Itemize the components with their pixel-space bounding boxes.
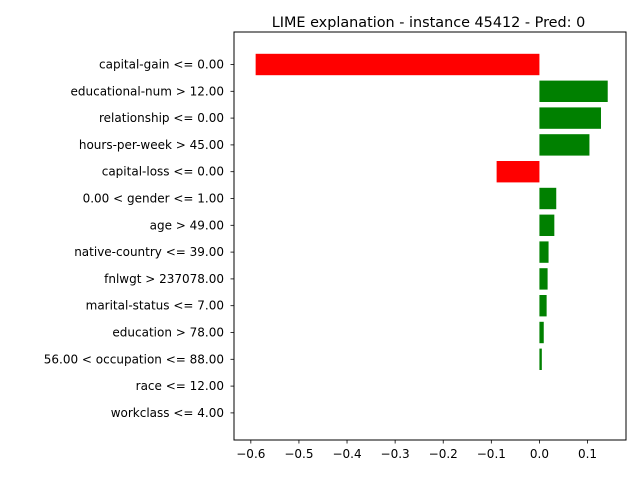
bar xyxy=(539,80,608,102)
x-tick-label: −0.1 xyxy=(477,447,506,461)
y-tick-label: marital-status <= 7.00 xyxy=(86,299,224,313)
bar xyxy=(539,107,601,129)
y-tick-label: 56.00 < occupation <= 88.00 xyxy=(44,352,224,366)
y-tick-label: educational-num > 12.00 xyxy=(71,84,225,98)
bar xyxy=(539,268,548,290)
bar xyxy=(539,187,557,210)
y-tick-label: race <= 12.00 xyxy=(136,379,224,393)
y-tick-labels: capital-gain <= 0.00 educational-num > 12… xyxy=(44,58,234,420)
bar xyxy=(539,241,549,263)
bar-layer xyxy=(255,53,608,370)
x-tick-label: −0.6 xyxy=(236,447,265,461)
y-tick-label: hours-per-week > 45.00 xyxy=(79,138,224,152)
y-tick-label: fnlwgt > 237078.00 xyxy=(104,272,224,286)
y-tick-label: education > 78.00 xyxy=(112,326,224,340)
bar xyxy=(255,53,540,76)
y-tick-label: native-country <= 39.00 xyxy=(74,245,224,259)
y-tick-label: age > 49.00 xyxy=(150,218,224,232)
x-tick-label: −0.2 xyxy=(429,447,458,461)
bar xyxy=(539,134,590,156)
chart-title: LIME explanation - instance 45412 - Pred… xyxy=(272,15,586,31)
x-tick-label: −0.5 xyxy=(284,447,313,461)
y-tick-label: workclass <= 4.00 xyxy=(111,406,224,420)
y-tick-label: capital-gain <= 0.00 xyxy=(99,58,224,72)
bar xyxy=(539,348,542,370)
y-tick-label: 0.00 < gender <= 1.00 xyxy=(83,192,224,206)
x-tick-label: −0.4 xyxy=(332,447,361,461)
bar xyxy=(539,321,544,344)
bar xyxy=(496,161,540,183)
x-tick-label: 0.0 xyxy=(530,447,549,461)
x-tick-label: 0.1 xyxy=(578,447,597,461)
x-tick-label: −0.3 xyxy=(381,447,410,461)
x-tick-labels: −0.6 −0.5 −0.4 −0.3 −0.2 −0.1 0.0 0.1 xyxy=(236,440,597,461)
bar xyxy=(539,295,547,317)
y-tick-label: relationship <= 0.00 xyxy=(99,111,224,125)
plot-frame xyxy=(233,31,627,441)
bar xyxy=(539,214,555,236)
y-tick-label: capital-loss <= 0.00 xyxy=(102,165,224,179)
